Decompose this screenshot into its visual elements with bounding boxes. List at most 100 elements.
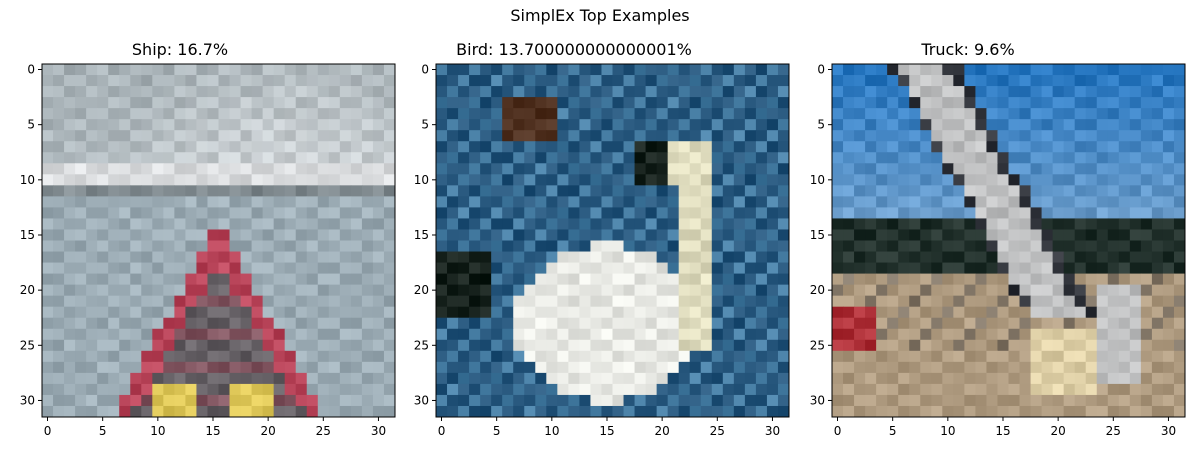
image-pixel	[42, 251, 54, 264]
image-pixel	[557, 185, 569, 197]
image-pixel	[284, 240, 297, 253]
image-pixel	[755, 284, 768, 297]
image-pixel	[480, 383, 492, 396]
image-pixel	[1118, 273, 1131, 286]
image-pixel	[568, 97, 580, 109]
image-pixel	[1096, 108, 1109, 120]
image-pixel	[513, 372, 525, 385]
image-pixel	[1118, 75, 1131, 87]
image-pixel	[1074, 240, 1087, 253]
image-pixel	[1151, 141, 1164, 153]
image-pixel	[766, 108, 779, 120]
image-pixel	[942, 64, 954, 76]
image-pixel	[942, 119, 954, 131]
image-pixel	[1041, 152, 1054, 164]
image-pixel	[766, 229, 779, 241]
image-pixel	[361, 394, 374, 407]
image-pixel	[42, 361, 54, 374]
image-pixel	[1019, 405, 1032, 418]
image-pixel	[339, 317, 352, 330]
image-pixel	[524, 75, 536, 87]
image-pixel	[898, 64, 910, 76]
image-pixel	[920, 163, 932, 175]
image-pixel	[843, 405, 855, 418]
image-pixel	[284, 328, 297, 341]
image-pixel	[568, 207, 580, 219]
image-pixel	[185, 196, 197, 208]
image-pixel	[108, 306, 120, 319]
image-pixel	[953, 372, 965, 385]
image-pixel	[689, 108, 702, 120]
image-pixel	[1008, 196, 1021, 208]
image-pixel	[909, 295, 921, 308]
image-pixel	[86, 372, 98, 385]
image-pixel	[469, 383, 481, 396]
image-pixel	[306, 119, 319, 131]
image-pixel	[964, 295, 976, 308]
image-pixel	[546, 75, 558, 87]
image-pixel	[612, 86, 625, 98]
image-pixel	[590, 163, 602, 175]
image-pixel	[273, 86, 286, 98]
image-pixel	[876, 207, 888, 219]
image-pixel	[1030, 394, 1043, 407]
image-pixel	[196, 284, 208, 297]
image-pixel	[163, 372, 175, 385]
image-pixel	[667, 317, 680, 330]
image-pixel	[339, 361, 352, 374]
image-pixel	[667, 251, 680, 264]
image-pixel	[458, 141, 470, 153]
image-pixel	[1019, 273, 1032, 286]
image-pixel	[108, 119, 120, 131]
image-pixel	[942, 284, 954, 297]
image-pixel	[196, 383, 208, 396]
image-pixel	[196, 163, 208, 175]
image-pixel	[755, 372, 768, 385]
image-pixel	[361, 163, 374, 175]
image-pixel	[1107, 240, 1120, 253]
image-pixel	[766, 372, 779, 385]
image-pixel	[163, 119, 175, 131]
image-pixel	[601, 273, 613, 286]
image-pixel	[700, 306, 713, 319]
image-pixel	[130, 229, 142, 241]
image-pixel	[1074, 141, 1087, 153]
image-pixel	[469, 273, 481, 286]
image-pixel	[458, 185, 470, 197]
image-pixel	[350, 339, 363, 352]
image-pixel	[350, 207, 363, 219]
image-pixel	[1074, 196, 1087, 208]
image-pixel	[612, 372, 625, 385]
image-pixel	[130, 119, 142, 131]
image-pixel	[1173, 251, 1186, 264]
image-pixel	[108, 295, 120, 308]
image-pixel	[119, 141, 131, 153]
image-pixel	[251, 295, 264, 308]
image-pixel	[1096, 251, 1109, 264]
image-pixel	[634, 75, 647, 87]
image-pixel	[491, 284, 503, 297]
image-pixel	[339, 152, 352, 164]
image-pixel	[700, 97, 713, 109]
image-pixel	[535, 163, 547, 175]
image-pixel	[317, 383, 330, 396]
image-pixel	[557, 350, 569, 363]
image-pixel	[568, 383, 580, 396]
image-pixel	[1041, 251, 1054, 264]
image-pixel	[645, 295, 658, 308]
image-pixel	[480, 174, 492, 186]
image-pixel	[1096, 284, 1109, 297]
image-pixel	[876, 218, 888, 230]
image-pixel	[546, 185, 558, 197]
image-pixel	[361, 361, 374, 374]
image-pixel	[942, 207, 954, 219]
image-pixel	[931, 394, 943, 407]
image-pixel	[97, 229, 109, 241]
image-pixel	[273, 152, 286, 164]
image-pixel	[568, 174, 580, 186]
image-pixel	[678, 262, 691, 275]
image-pixel	[1074, 328, 1087, 341]
image-pixel	[480, 108, 492, 120]
image-pixel	[240, 97, 253, 109]
image-pixel	[678, 328, 691, 341]
